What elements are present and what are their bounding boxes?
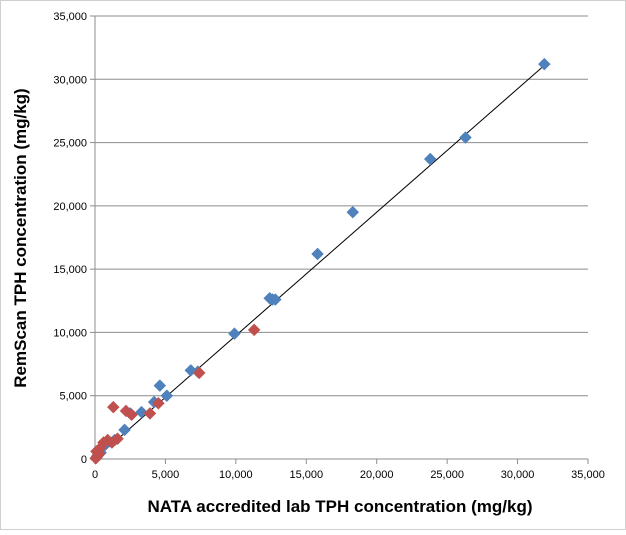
y-axis-title: RemScan TPH concentration (mg/kg) [11,88,30,387]
data-point-blue [118,423,131,437]
data-point-blue [346,205,360,219]
data-point-blue [423,152,437,166]
axes [90,15,589,464]
x-tick-label: 20,000 [360,469,394,481]
x-tick-label: 5,000 [152,469,180,481]
y-tick-label: 15,000 [53,264,87,276]
x-tick-label: 30,000 [501,469,535,481]
data-point-red [247,323,261,337]
x-tick-label: 35,000 [571,469,605,481]
trendline-line [94,63,547,460]
data-point-red [106,400,120,414]
tick-labels: 0 5,000 10,000 15,000 20,000 25,000 30,000 35,0… [53,11,604,481]
data-point-blue [459,131,472,144]
y-tick-label: 30,000 [53,74,87,86]
y-tick-label: 10,000 [53,327,87,339]
x-axis-title: NATA accredited lab TPH concentration (m… [147,497,532,516]
y-tick-label: 35,000 [53,11,87,23]
y-tick-label: 5,000 [59,391,87,403]
x-tick-label: 0 [92,469,98,481]
grid-lines [95,15,588,397]
data-point-blue [537,57,551,71]
y-tick-label: 20,000 [53,201,87,213]
data-point-red [192,366,206,380]
data-point-blue [135,405,148,419]
data-point-blue [311,247,324,261]
x-tick-label: 15,000 [289,469,323,481]
y-tick-label: 25,000 [53,138,87,150]
data-point-blue [160,389,174,403]
data-point-blue [268,293,282,306]
data-point-red [143,407,157,420]
data-point-red [111,432,124,446]
data-point-red [125,408,138,422]
x-tick-label: 10,000 [219,469,253,481]
x-tick-label: 25,000 [430,469,464,481]
data-point-blue [153,379,167,392]
trendline [94,63,547,460]
data-point-blue [228,327,241,341]
data-point-red [152,396,165,410]
data-point-red [89,452,103,465]
y-tick-label: 0 [81,454,87,466]
data-point-red [119,404,133,418]
data-points [89,57,551,465]
